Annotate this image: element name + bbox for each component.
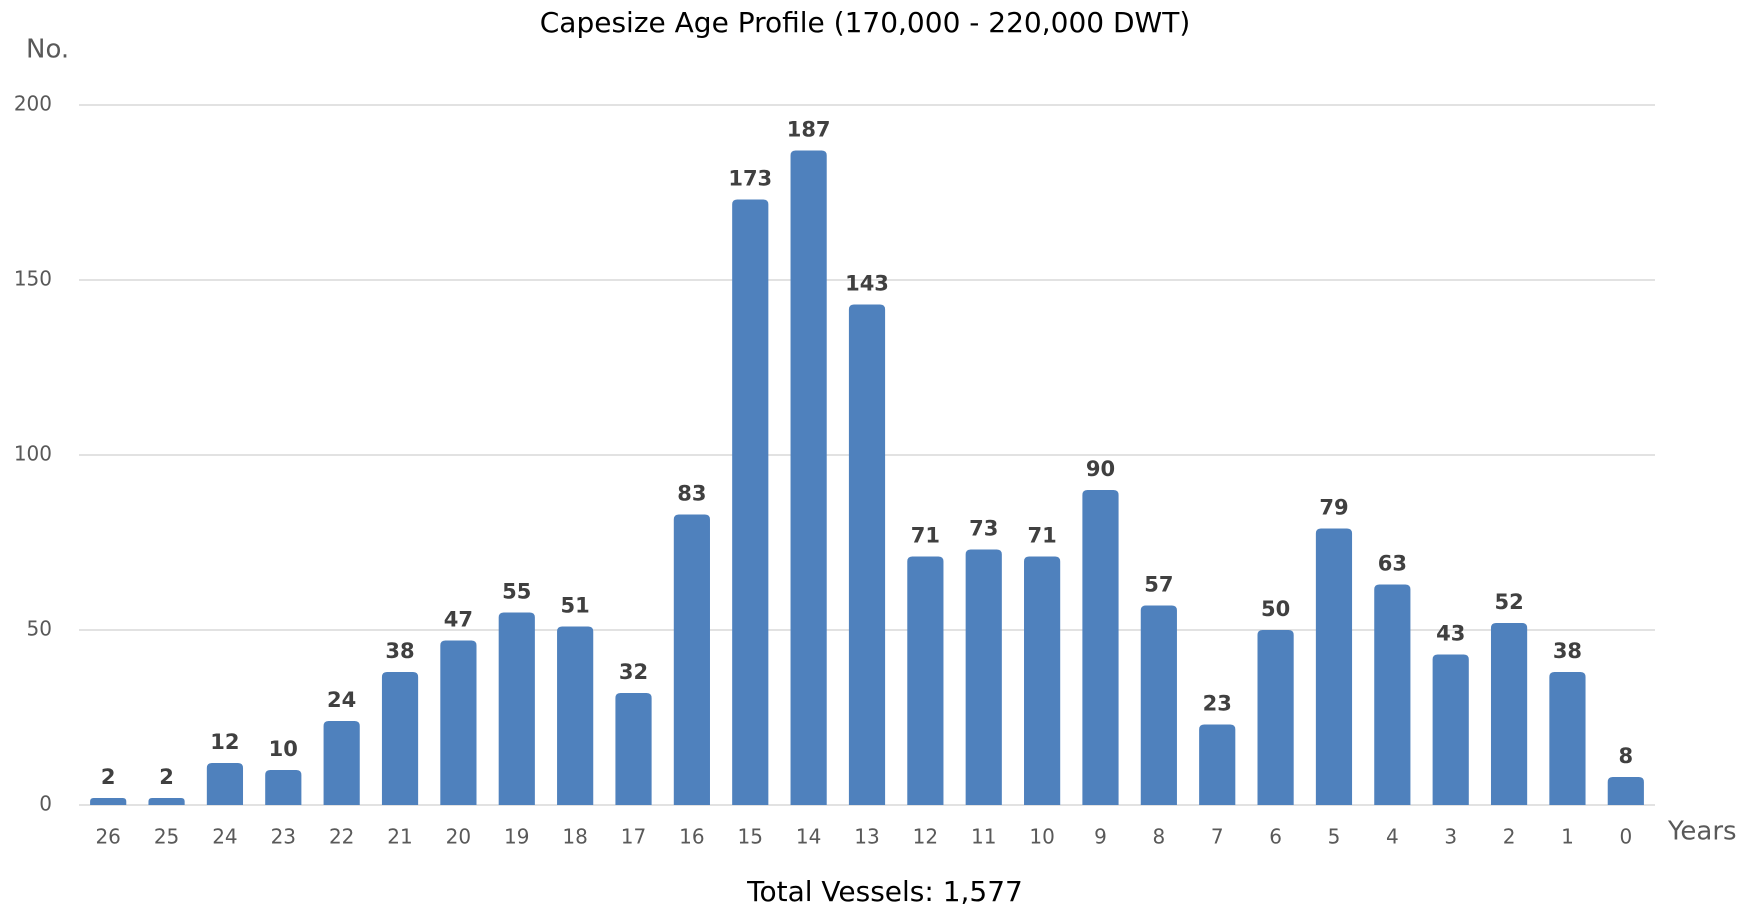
bar [323,721,360,805]
data-label: 8 [1619,744,1634,768]
data-label: 79 [1319,496,1348,520]
x-tick-label: 22 [329,825,354,849]
data-label: 38 [1553,639,1582,663]
data-label: 32 [619,660,648,684]
bar [1140,605,1177,805]
data-label: 47 [444,608,473,632]
x-tick-label: 24 [212,825,237,849]
data-label: 23 [1203,692,1232,716]
bar [1374,584,1411,805]
data-label: 63 [1378,552,1407,576]
data-label: 55 [502,580,531,604]
bar [381,672,419,805]
data-label: 71 [911,524,940,548]
data-label: 10 [269,737,298,761]
bar [206,763,244,805]
x-axis-label: Years [1667,817,1737,847]
bar [440,640,477,805]
x-tick-label: 26 [95,825,120,849]
data-label: 52 [1494,590,1523,614]
x-tick-label: 14 [796,825,821,849]
y-tick-label: 50 [27,617,52,641]
y-tick-label: 150 [14,267,52,291]
x-tick-label: 20 [446,825,471,849]
bar [673,514,710,805]
bar [907,556,944,805]
x-tick-label: 17 [621,825,646,849]
x-tick-label: 6 [1269,825,1282,849]
bar [148,798,185,805]
x-tick-label: 13 [854,825,879,849]
data-label: 57 [1144,573,1173,597]
x-tick-label: 4 [1386,825,1399,849]
x-tick-label: 1 [1561,825,1574,849]
data-label: 24 [327,688,356,712]
y-tick-label: 200 [14,92,52,116]
x-tick-label: 7 [1211,825,1224,849]
data-label: 71 [1027,524,1056,548]
bar [1024,556,1061,805]
bar [1315,528,1353,805]
chart-title: Capesize Age Profile (170,000 - 220,000 … [540,6,1191,39]
bar [1257,630,1294,805]
bar [965,549,1002,805]
y-axis-label: No. [26,35,69,65]
x-tick-label: 19 [504,825,529,849]
bar [732,199,769,805]
x-tick-label: 5 [1328,825,1341,849]
bar [1549,672,1586,805]
annotation: Total Vessels: 1,577 [746,875,1023,907]
x-tick-label: 25 [154,825,179,849]
x-tick-label: 3 [1444,825,1457,849]
bar [790,150,827,805]
data-label: 2 [101,765,116,789]
x-tick-label: 11 [971,825,996,849]
data-label: 50 [1261,597,1290,621]
data-label: 90 [1086,457,1115,481]
x-tick-label: 15 [738,825,763,849]
x-tick-label: 2 [1503,825,1516,849]
data-label: 83 [677,482,706,506]
y-tick-label: 100 [14,442,52,466]
bar [1432,654,1469,805]
x-tick-label: 0 [1619,825,1632,849]
bar [498,612,535,805]
bar [90,798,127,805]
data-label: 43 [1436,622,1465,646]
x-tick-label: 10 [1029,825,1054,849]
bar [557,626,594,805]
x-tick-label: 23 [271,825,296,849]
x-tick-label: 8 [1152,825,1165,849]
bar [1490,623,1528,805]
x-tick-label: 21 [387,825,412,849]
data-label: 187 [787,118,831,142]
data-label: 143 [845,272,889,296]
x-tick-label: 9 [1094,825,1107,849]
bar [848,304,886,805]
x-tick-label: 16 [679,825,704,849]
data-label: 12 [210,730,239,754]
data-label: 51 [561,594,590,618]
bar [265,770,302,805]
bar [1082,490,1119,805]
data-label: 173 [728,167,772,191]
bar [1199,724,1236,805]
y-tick-label: 0 [39,792,52,816]
bar [615,693,652,805]
x-tick-label: 18 [562,825,587,849]
data-label: 38 [385,639,414,663]
data-label: 73 [969,517,998,541]
bar [1607,777,1644,805]
data-label: 2 [159,765,174,789]
x-tick-label: 12 [913,825,938,849]
